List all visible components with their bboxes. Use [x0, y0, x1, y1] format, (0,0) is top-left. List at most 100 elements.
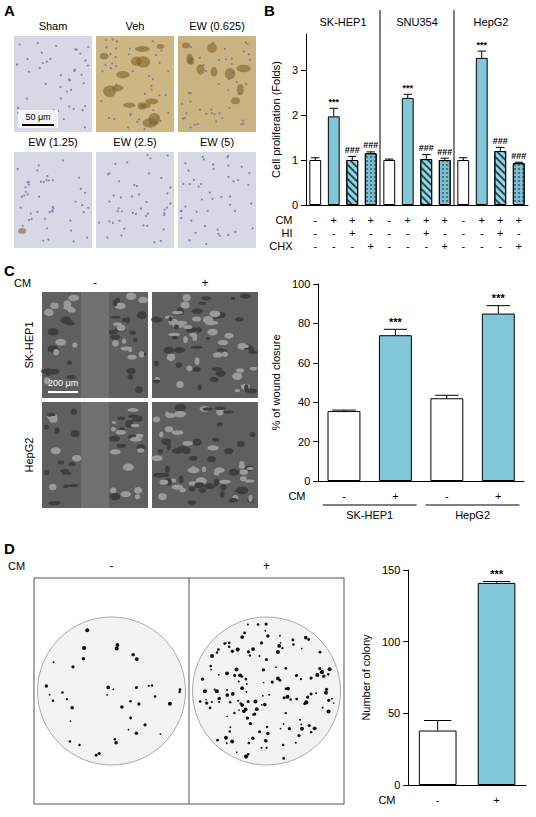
svg-text:+: +	[423, 227, 429, 239]
svg-text:EW (0.625): EW (0.625)	[189, 20, 245, 32]
svg-text:***: ***	[403, 83, 414, 93]
svg-text:Sham: Sham	[39, 20, 68, 32]
svg-text:###: ###	[345, 145, 360, 155]
svg-text:0: 0	[304, 475, 310, 487]
svg-text:-: -	[480, 240, 484, 252]
svg-text:-: -	[461, 227, 465, 239]
svg-text:EW (2.5): EW (2.5)	[113, 136, 156, 148]
svg-text:0: 0	[292, 199, 298, 211]
svg-text:CM: CM	[378, 794, 395, 806]
svg-text:+: +	[479, 214, 485, 226]
svg-text:-: -	[445, 490, 449, 502]
svg-text:CM: CM	[275, 214, 292, 226]
svg-text:+: +	[516, 240, 522, 252]
svg-text:###: ###	[493, 136, 508, 146]
svg-text:20: 20	[298, 436, 310, 448]
svg-text:+: +	[423, 214, 429, 226]
svg-text:+: +	[405, 214, 411, 226]
svg-text:100: 100	[382, 636, 400, 648]
svg-text:+: +	[368, 214, 374, 226]
svg-text:CM: CM	[14, 277, 31, 289]
svg-text:-: -	[387, 214, 391, 226]
svg-text:+: +	[497, 227, 503, 239]
svg-text:***: ***	[389, 316, 403, 328]
svg-text:+: +	[349, 214, 355, 226]
svg-text:***: ***	[476, 40, 487, 50]
svg-text:###: ###	[419, 143, 434, 153]
svg-text:+: +	[493, 794, 499, 806]
svg-text:SK-HEP1: SK-HEP1	[319, 16, 366, 28]
svg-text:-: -	[332, 240, 336, 252]
svg-text:50: 50	[388, 707, 400, 719]
svg-text:-: -	[93, 276, 97, 290]
svg-text:-: -	[517, 227, 521, 239]
svg-text:+: +	[442, 214, 448, 226]
svg-text:CM: CM	[288, 490, 305, 502]
svg-text:3: 3	[292, 64, 298, 76]
svg-text:***: ***	[490, 568, 504, 580]
svg-text:+: +	[263, 559, 270, 573]
svg-text:0: 0	[394, 779, 400, 791]
svg-text:EW (1.25): EW (1.25)	[28, 136, 78, 148]
svg-text:Cell proliferation (Folds): Cell proliferation (Folds)	[270, 61, 282, 178]
html-text:A: A	[4, 2, 15, 19]
svg-text:-: -	[498, 240, 502, 252]
svg-text:+: +	[368, 240, 374, 252]
svg-text:-: -	[406, 240, 410, 252]
svg-text:SNU354: SNU354	[396, 16, 438, 28]
svg-text:###: ###	[511, 151, 526, 161]
svg-text:40: 40	[298, 396, 310, 408]
svg-text:-: -	[461, 214, 465, 226]
svg-text:-: -	[443, 227, 447, 239]
svg-text:80: 80	[298, 317, 310, 329]
svg-text:-: -	[350, 240, 354, 252]
svg-text:-: -	[436, 794, 440, 806]
svg-text:-: -	[369, 227, 373, 239]
svg-text:SK-HEP1: SK-HEP1	[346, 509, 393, 521]
svg-text:-: -	[480, 227, 484, 239]
svg-text:HI: HI	[282, 227, 293, 239]
svg-text:50 μm: 50 μm	[25, 112, 50, 122]
svg-text:-: -	[313, 227, 317, 239]
svg-text:100: 100	[292, 278, 310, 290]
html-text:C: C	[4, 262, 15, 279]
svg-text:% of wound closure: % of wound closure	[270, 335, 282, 431]
svg-text:+: +	[495, 490, 501, 502]
svg-text:###: ###	[363, 140, 378, 150]
svg-text:-: -	[332, 227, 336, 239]
svg-text:+: +	[349, 227, 355, 239]
svg-text:***: ***	[329, 97, 340, 107]
svg-text:150: 150	[382, 564, 400, 576]
svg-text:-: -	[342, 490, 346, 502]
svg-text:-: -	[461, 240, 465, 252]
svg-text:+: +	[497, 214, 503, 226]
svg-text:2: 2	[292, 109, 298, 121]
svg-text:-: -	[313, 214, 317, 226]
svg-text:EW (5): EW (5)	[200, 136, 234, 148]
svg-text:Number of colony: Number of colony	[360, 634, 372, 721]
svg-text:SK-HEP1: SK-HEP1	[23, 321, 35, 368]
svg-text:+: +	[516, 214, 522, 226]
svg-text:+: +	[392, 490, 398, 502]
html-text:B: B	[264, 2, 275, 19]
svg-text:-: -	[424, 240, 428, 252]
svg-text:200 μm: 200 μm	[48, 378, 78, 388]
svg-text:HepG2: HepG2	[455, 509, 490, 521]
svg-text:+: +	[201, 276, 208, 290]
svg-text:###: ###	[437, 147, 452, 157]
svg-text:Veh: Veh	[126, 20, 145, 32]
svg-text:-: -	[387, 227, 391, 239]
svg-text:+: +	[331, 214, 337, 226]
svg-text:CHX: CHX	[269, 240, 293, 252]
svg-text:-: -	[110, 559, 114, 573]
svg-text:HepG2: HepG2	[474, 16, 509, 28]
svg-text:1: 1	[292, 154, 298, 166]
svg-text:+: +	[442, 240, 448, 252]
svg-text:CM: CM	[8, 560, 25, 572]
svg-text:60: 60	[298, 357, 310, 369]
svg-text:HepG2: HepG2	[23, 438, 35, 473]
svg-text:-: -	[313, 240, 317, 252]
svg-text:-: -	[406, 227, 410, 239]
svg-text:-: -	[387, 240, 391, 252]
svg-text:***: ***	[492, 292, 506, 304]
